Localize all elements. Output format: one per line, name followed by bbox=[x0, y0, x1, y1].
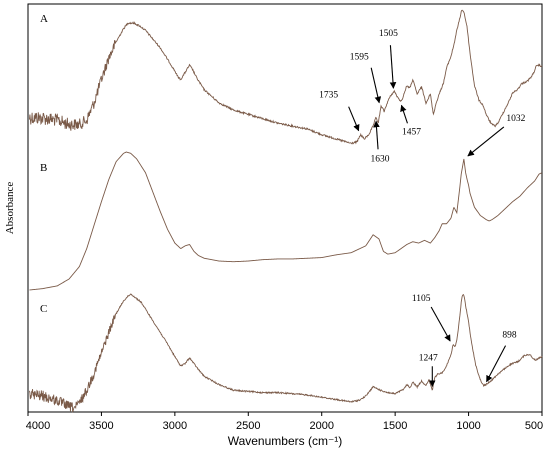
x-tick-label: 2000 bbox=[309, 420, 333, 432]
plot-frame bbox=[27, 3, 543, 413]
annotation-label-1032: 1032 bbox=[506, 114, 525, 124]
panel-label-b: B bbox=[40, 162, 47, 174]
x-tick-label: 3000 bbox=[163, 420, 187, 432]
annotation-label-1505: 1505 bbox=[379, 29, 398, 39]
annotation-arrow-1630 bbox=[373, 120, 380, 150]
annotation-arrow-1595 bbox=[370, 67, 382, 104]
panel-label-a: A bbox=[40, 13, 48, 25]
spectrum-line-b bbox=[29, 151, 543, 291]
series-layer bbox=[29, 9, 543, 413]
x-tick-label: 1500 bbox=[383, 420, 407, 432]
annotation-label-1595: 1595 bbox=[350, 53, 369, 63]
annotation-label-1457: 1457 bbox=[402, 127, 421, 137]
panel-label-c: C bbox=[40, 303, 47, 315]
annotation-arrow-1105 bbox=[430, 306, 451, 342]
annotation-label-1247: 1247 bbox=[419, 353, 438, 363]
spectrum-line-c bbox=[29, 293, 543, 413]
annotation-arrow-1032 bbox=[467, 126, 505, 157]
annotation-arrow-898 bbox=[486, 345, 507, 383]
x-tick-label: 1000 bbox=[456, 420, 480, 432]
annotation-label-1105: 1105 bbox=[412, 294, 431, 304]
annotation-label-1630: 1630 bbox=[371, 154, 390, 164]
x-axis-ticks: 4000 3500 3000 2500 2000 1500 1000 500 bbox=[26, 412, 543, 432]
x-tick-label: 4000 bbox=[26, 420, 50, 432]
spectrum-line-a bbox=[29, 9, 543, 145]
y-axis-title: Absorbance bbox=[4, 182, 16, 235]
x-tick-label: 2500 bbox=[236, 420, 260, 432]
x-axis-title: Wavenumbers (cm⁻¹) bbox=[228, 434, 343, 448]
panel-labels: A B C bbox=[40, 13, 48, 315]
annotations: 1735 1595 1505 1630 1457 1032 1105 1247 898 bbox=[319, 29, 526, 387]
x-tick-label: 500 bbox=[525, 420, 543, 432]
annotation-label-898: 898 bbox=[502, 331, 517, 341]
annotation-label-1735: 1735 bbox=[319, 91, 338, 101]
annotation-arrow-1457 bbox=[400, 104, 408, 124]
annotation-arrow-1735 bbox=[348, 106, 360, 132]
annotation-arrow-1505 bbox=[389, 45, 397, 89]
x-tick-label: 3500 bbox=[89, 420, 113, 432]
